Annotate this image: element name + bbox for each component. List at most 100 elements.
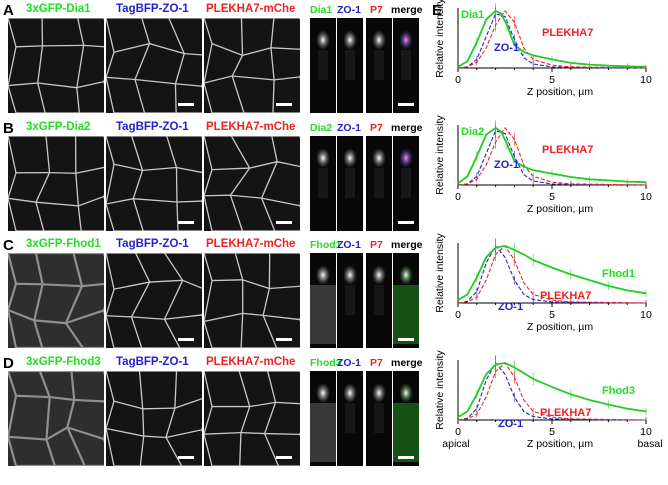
scale-bar [398, 456, 414, 459]
scale-bar [276, 103, 292, 106]
bfp-micrograph [106, 253, 202, 348]
curve-label-blue: ZO-1 [494, 42, 519, 54]
curve-label-red: PLEKHA7 [542, 144, 593, 156]
x-tick-label: 10 [640, 191, 652, 203]
zstack-label: ZO-1 [337, 4, 361, 16]
channel-label: PLEKHA7-mChe [206, 121, 296, 133]
x-axis-label: Z position, µm [527, 86, 593, 98]
scale-bar [276, 456, 292, 459]
scale-bar [398, 338, 414, 341]
channel-label: TagBFP-ZO-1 [116, 356, 189, 368]
zstack-green [310, 18, 336, 113]
curve-label-green: Dia1 [461, 9, 484, 21]
curve-label-green: Dia2 [461, 126, 484, 138]
zstack-blue [337, 253, 363, 348]
zstack-label: ZO-1 [337, 122, 361, 134]
x-tick-label: 10 [640, 309, 652, 321]
intensity-plot: 0 5 10 Z position, µm Relative intensity Fhod… [434, 350, 663, 450]
series-line-fhod3 [457, 361, 647, 418]
mcherry-micrograph [204, 371, 300, 466]
zstack-red [366, 18, 392, 113]
scale-bar [398, 103, 414, 106]
y-axis-label: Relative intensity [434, 0, 446, 78]
mcherry-micrograph [204, 18, 300, 113]
zstack-label: merge [391, 357, 423, 369]
zstack-label: Dia1 [310, 4, 333, 16]
intensity-plot: 0 5 10 Z position, µm Relative intensity Dia2… [434, 115, 652, 215]
x-axis-label: Z position, µm [527, 438, 593, 450]
zstack-merge [393, 371, 419, 466]
bfp-micrograph [106, 371, 202, 466]
zstack-label: ZO-1 [337, 357, 361, 369]
curve-label-green: Fhod3 [602, 385, 635, 397]
zstack-red [366, 253, 392, 348]
panel-letter-c: C [3, 237, 14, 254]
zstack-green [310, 136, 336, 231]
panel-e-plots: 0 5 10 Z position, µm Relative intensity Dia1… [434, 0, 663, 450]
zstack-label: P7 [370, 122, 383, 134]
x-tick-label: 0 [455, 309, 461, 321]
x-tick-label: 5 [549, 74, 555, 86]
gfp-micrograph [8, 18, 104, 113]
zstack-label: Fhod3 [310, 357, 342, 369]
curve-label-blue: ZO-1 [498, 301, 523, 313]
intensity-plot: 0 5 10 Z position, µm Relative intensity Fhod… [434, 233, 652, 333]
curve-label-red: PLEKHA7 [542, 27, 593, 39]
zstack-label: Fhod1 [310, 239, 342, 251]
channel-label: PLEKHA7-mChe [206, 238, 296, 250]
channel-label: 3xGFP-Dia2 [26, 121, 91, 133]
channel-label: PLEKHA7-mChe [206, 356, 296, 368]
scale-bar [178, 103, 194, 106]
zstack-merge [393, 136, 419, 231]
zstack-green [310, 253, 336, 348]
scale-bar [398, 221, 414, 224]
zstack-label: P7 [370, 239, 383, 251]
bfp-micrograph [106, 136, 202, 231]
x-tick-label: 5 [549, 191, 555, 203]
series-line-dia1 [457, 9, 647, 68]
mcherry-micrograph [204, 136, 300, 231]
curve-label-blue: ZO-1 [494, 159, 519, 171]
channel-label: 3xGFP-Dia1 [26, 3, 91, 15]
x-tick-label: 5 [549, 426, 555, 438]
channel-label: 3xGFP-Fhod3 [26, 356, 101, 368]
channel-label: TagBFP-ZO-1 [116, 121, 189, 133]
panel-letter-e: E [432, 2, 443, 19]
scale-bar [276, 221, 292, 224]
y-axis-label: Relative intensity [434, 115, 446, 195]
x-tick-label: 5 [549, 309, 555, 321]
zstack-merge [393, 18, 419, 113]
curve-label-red: PLEKHA7 [540, 290, 591, 302]
zstack-label: merge [391, 4, 423, 16]
x-tick-label: 0 [455, 74, 461, 86]
zstack-label: P7 [370, 357, 383, 369]
scale-bar [178, 221, 194, 224]
zstack-merge [393, 253, 419, 348]
zstack-label: Dia2 [310, 122, 333, 134]
scale-bar [178, 338, 194, 341]
y-axis-label: Relative intensity [434, 233, 446, 313]
series-line-dia2 [457, 126, 647, 185]
x-tick-label: 0 [455, 426, 461, 438]
bfp-micrograph [106, 18, 202, 113]
zstack-label: merge [391, 122, 423, 134]
gfp-micrograph [8, 253, 104, 348]
panel-letter-d: D [3, 355, 14, 372]
channel-label: TagBFP-ZO-1 [116, 238, 189, 250]
zstack-label: P7 [370, 4, 383, 16]
curve-label-green: Fhod1 [602, 268, 635, 280]
x-axis-label: Z position, µm [527, 321, 593, 333]
zstack-blue [337, 371, 363, 466]
mcherry-micrograph [204, 253, 300, 348]
zstack-label: ZO-1 [337, 239, 361, 251]
channel-label: 3xGFP-Fhod1 [26, 238, 101, 250]
series-line-fhod1 [457, 244, 647, 301]
gfp-micrograph [8, 136, 104, 231]
panel-letter-a: A [3, 2, 14, 19]
zstack-blue [337, 136, 363, 231]
zstack-blue [337, 18, 363, 113]
scale-bar [276, 338, 292, 341]
x-tick-label: 10 [640, 74, 652, 86]
channel-label: TagBFP-ZO-1 [116, 3, 189, 15]
curve-label-blue: ZO-1 [498, 418, 523, 430]
